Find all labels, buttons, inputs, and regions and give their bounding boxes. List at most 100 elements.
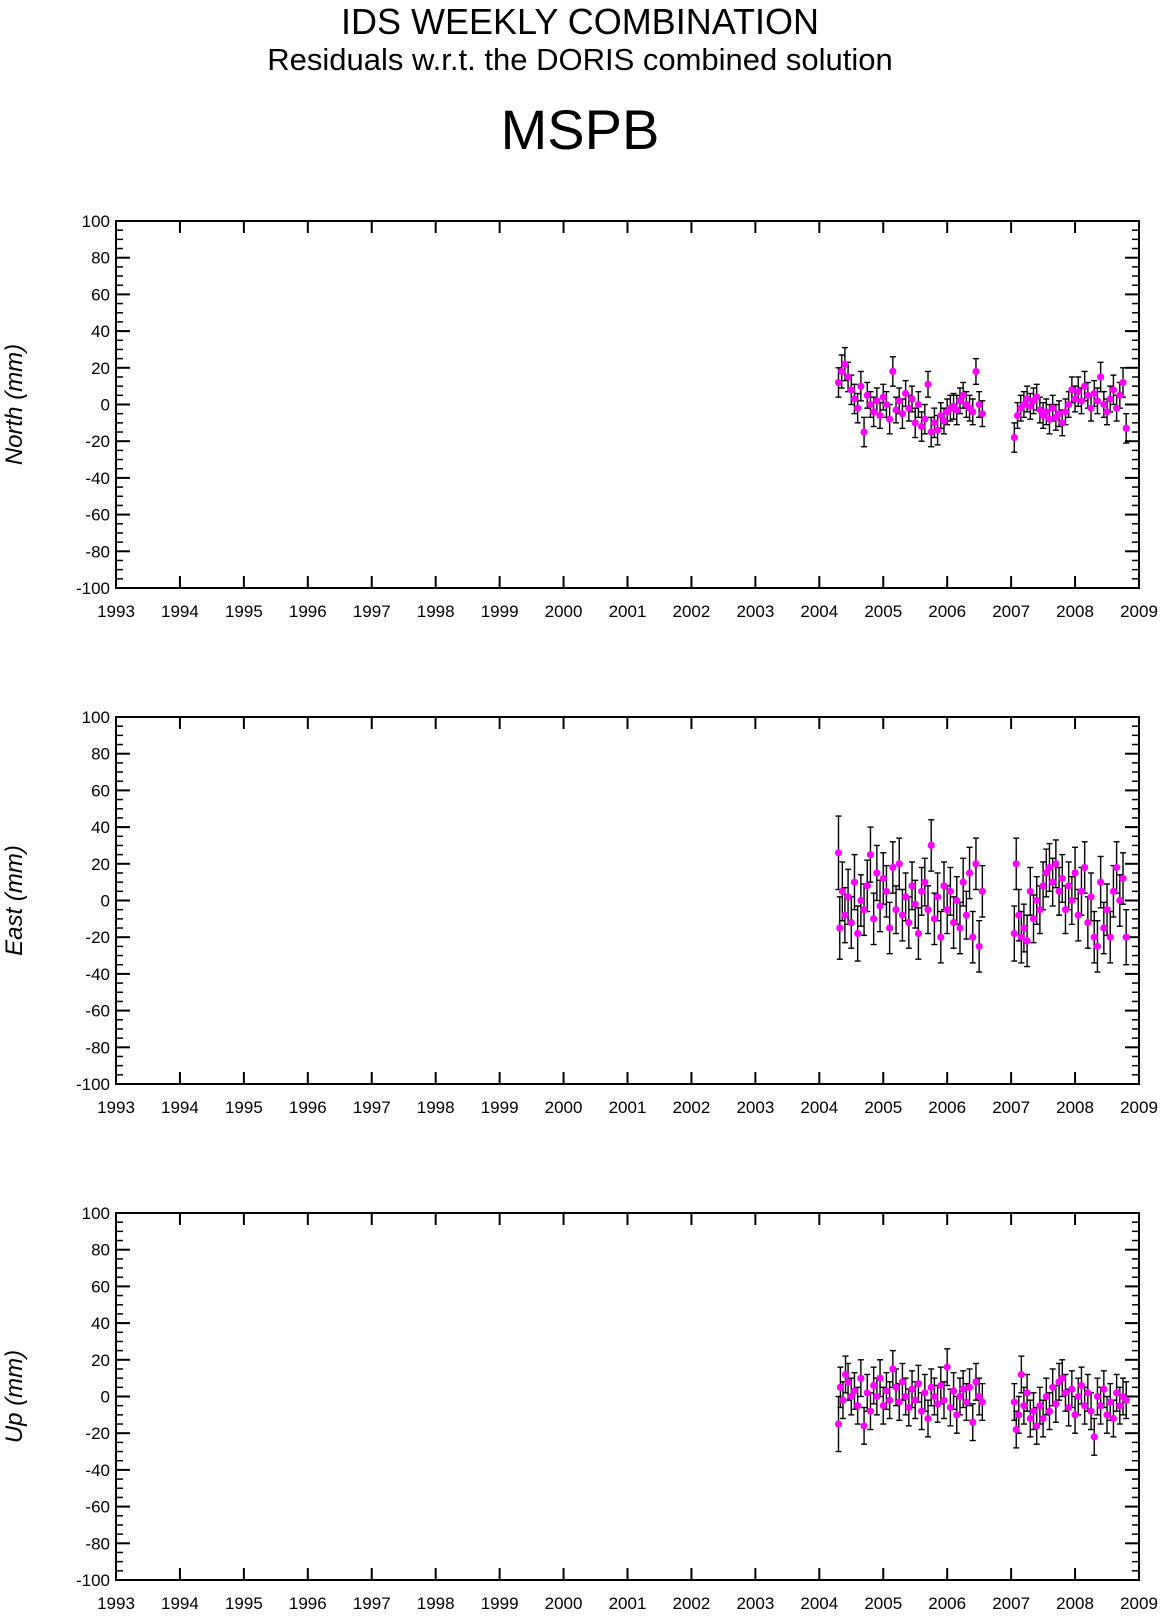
up-data-point (1097, 1402, 1105, 1410)
east-data-point (972, 860, 980, 868)
up-data-point (918, 1407, 926, 1415)
east-data-point (1087, 893, 1095, 901)
north-data-point (1119, 378, 1127, 387)
north-data-point (1103, 408, 1111, 416)
east-y-tick-label: 20 (91, 855, 110, 874)
north-data-point (1113, 404, 1121, 412)
east-x-tick-label: 1995 (225, 1098, 263, 1117)
east-data-point (847, 918, 855, 927)
up-data-point (1100, 1385, 1108, 1393)
up-data-point (972, 1378, 980, 1386)
north-data-point (1071, 395, 1079, 403)
east-data-point (841, 911, 849, 919)
up-y-tick-label: -80 (85, 1534, 110, 1553)
north-y-tick-label: -100 (76, 579, 110, 598)
up-data-point (1015, 1411, 1023, 1419)
north-x-tick-label: 1998 (417, 602, 455, 621)
east-data-point (1090, 933, 1098, 941)
up-y-tick-label: -100 (76, 1571, 110, 1590)
up-data-point (914, 1380, 923, 1388)
east-y-tick-label: 40 (91, 818, 110, 837)
east-data-point (911, 900, 919, 908)
east-data-point (956, 924, 964, 932)
north-data-point (1036, 406, 1044, 414)
north-data-point (876, 411, 884, 420)
north-data-point (1042, 408, 1050, 416)
up-data-point (879, 1402, 887, 1410)
up-plot-frame (115, 1212, 1140, 1581)
east-data-point (1119, 874, 1127, 883)
east-x-tick-label: 1993 (97, 1098, 135, 1117)
up-panel: 1993 1994 1995 1996 1997 1998 1999 2000 2001 2002… (1, 1204, 1158, 1613)
up-data-point (1045, 1407, 1054, 1415)
north-data-point (940, 417, 948, 425)
north-y-tick-label: 60 (91, 285, 110, 304)
north-y-tick-label: 20 (91, 359, 110, 378)
east-data-point (1077, 887, 1086, 895)
up-data-point (839, 1396, 847, 1404)
east-data-point (930, 915, 939, 923)
east-data-point (1071, 869, 1079, 877)
up-data-point (847, 1392, 855, 1401)
north-data-point (866, 400, 875, 409)
up-data-point (1029, 1407, 1038, 1415)
north-data-point (975, 400, 983, 409)
east-data-point (927, 841, 935, 850)
east-data-point (908, 882, 916, 890)
east-data-point (857, 896, 865, 905)
east-data-point (1042, 869, 1050, 877)
up-data-point (949, 1387, 958, 1395)
up-data-point (1052, 1400, 1060, 1408)
up-data-point (1026, 1414, 1034, 1423)
east-data-point (873, 869, 881, 877)
up-data-point (905, 1403, 913, 1412)
up-data-point (1087, 1407, 1095, 1415)
east-data-point (1039, 882, 1047, 890)
north-x-tick-label: 2007 (992, 602, 1030, 621)
east-y-axis-label: East (mm) (1, 845, 28, 956)
up-data-point (1058, 1374, 1066, 1382)
up-data-point (870, 1381, 878, 1390)
up-data-point (937, 1381, 945, 1390)
east-x-tick-label: 2006 (928, 1098, 966, 1117)
up-data-point (876, 1374, 884, 1382)
east-data-point (1065, 882, 1073, 890)
north-data-point (1106, 395, 1114, 403)
north-x-tick-label: 1994 (161, 602, 199, 621)
east-data-point (1122, 933, 1130, 941)
up-data-point (873, 1392, 881, 1401)
east-data-point (886, 924, 894, 932)
east-data-point (1103, 906, 1111, 914)
up-data-point (1061, 1389, 1070, 1397)
north-data-point (1013, 411, 1022, 420)
east-data-point (1036, 906, 1044, 914)
up-y-tick-label: -60 (85, 1498, 110, 1517)
up-x-tick-label: 2000 (545, 1594, 583, 1613)
east-y-tick-label: 80 (91, 745, 110, 764)
up-data-point (1113, 1389, 1121, 1397)
up-data-point (844, 1378, 852, 1386)
east-data-point (1055, 887, 1063, 895)
east-x-tick-label: 2004 (800, 1098, 838, 1117)
east-data-point (850, 878, 859, 886)
up-data-point (908, 1385, 916, 1393)
north-data-point (873, 397, 881, 405)
north-x-tick-label: 2009 (1120, 602, 1158, 621)
up-data-point (1122, 1396, 1130, 1404)
north-data-point (902, 389, 910, 398)
east-data-point (905, 918, 913, 927)
north-data-point (914, 400, 923, 409)
east-data-point (943, 906, 951, 914)
east-x-tick-label: 1999 (481, 1098, 519, 1117)
up-y-tick-label: 100 (82, 1204, 110, 1223)
north-y-tick-label: 80 (91, 249, 110, 268)
north-data-point (882, 400, 891, 409)
north-data-point (863, 391, 871, 399)
up-data-point (943, 1363, 951, 1371)
north-data-point (1109, 386, 1118, 394)
up-data-point (930, 1392, 939, 1401)
up-data-point (1020, 1402, 1028, 1410)
east-y-tick-label: 100 (82, 708, 110, 727)
up-data-point (898, 1378, 907, 1386)
